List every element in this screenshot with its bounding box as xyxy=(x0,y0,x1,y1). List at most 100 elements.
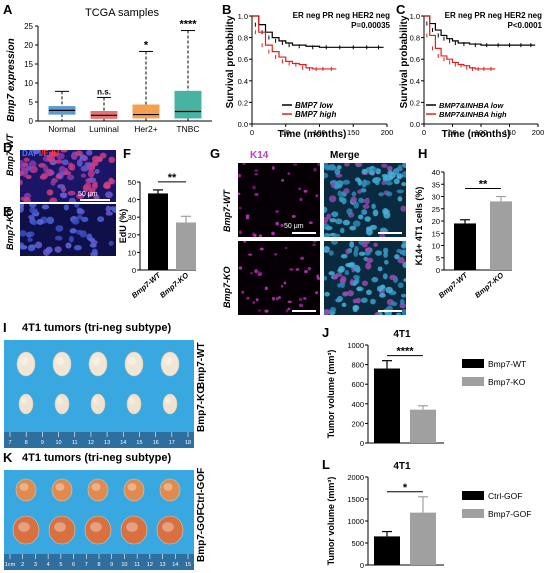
cell xyxy=(50,160,57,166)
cell xyxy=(91,248,98,256)
bar-0 xyxy=(374,368,400,443)
legend-label: Bmp7-KO xyxy=(488,377,526,387)
cell xyxy=(298,303,304,308)
cell xyxy=(54,246,62,253)
tumor xyxy=(51,478,73,502)
cell xyxy=(324,206,328,213)
cell xyxy=(326,213,332,220)
panel-i-row2: Bmp7-KO xyxy=(196,385,207,432)
cell xyxy=(331,211,339,218)
cell xyxy=(25,165,32,171)
cell xyxy=(396,173,403,179)
cell xyxy=(390,301,398,307)
tumor-highlight xyxy=(163,483,173,491)
ruler-label: 13 xyxy=(160,562,166,568)
cell xyxy=(378,192,384,197)
panel-b-pvalue: P=0.00035 xyxy=(351,21,390,30)
cell xyxy=(20,170,24,177)
cell xyxy=(20,179,23,186)
tumor-highlight xyxy=(126,522,138,532)
y-tick-label: 0.8 xyxy=(410,34,420,43)
cell xyxy=(371,203,376,210)
cell xyxy=(397,257,405,264)
ruler-label: 8 xyxy=(97,562,100,568)
cell xyxy=(284,246,288,250)
panel-label-a: A xyxy=(3,2,13,17)
cell xyxy=(370,298,376,305)
cell xyxy=(108,156,116,163)
cell xyxy=(371,276,379,283)
y-tick-label: 800 xyxy=(351,361,364,370)
cell xyxy=(337,190,343,197)
cell xyxy=(355,163,363,168)
cell xyxy=(259,247,264,251)
panel-c-header: ER neg PR neg HER2 neg xyxy=(445,11,542,20)
cell xyxy=(73,204,80,208)
cell xyxy=(245,215,250,220)
cell xyxy=(340,253,348,259)
cell xyxy=(299,197,303,202)
tumor xyxy=(48,515,76,545)
y-tick-label: 5 xyxy=(436,254,440,263)
cell xyxy=(254,169,259,172)
cell xyxy=(353,274,360,280)
ruler-label: 2 xyxy=(21,562,24,568)
cell xyxy=(376,285,383,292)
cell xyxy=(346,290,355,297)
cell xyxy=(29,204,37,209)
cell xyxy=(335,218,343,225)
panel-b-ylabel: Survival probability xyxy=(225,15,236,108)
cell xyxy=(361,280,368,287)
cell xyxy=(105,205,111,213)
ruler-label: 11 xyxy=(134,562,140,568)
ruler-label: 7 xyxy=(8,440,11,446)
cell xyxy=(343,188,350,194)
y-tick-label: 500 xyxy=(351,539,364,548)
cell xyxy=(365,167,373,173)
tumor xyxy=(52,351,72,377)
tumor-photo-gof: 1cm 2 3 4 5 6 7 8 9 10 11 12 13 14 15 xyxy=(4,470,194,570)
y-tick-label: 1.0 xyxy=(410,12,420,21)
cell xyxy=(335,272,343,277)
y-tick-label: 10 xyxy=(24,79,33,88)
legend-swatch xyxy=(462,377,484,386)
cell xyxy=(280,284,284,288)
cell xyxy=(324,233,330,237)
cell xyxy=(324,275,328,281)
panel-label-e: E xyxy=(3,204,12,219)
tumor xyxy=(160,351,180,377)
cell xyxy=(84,182,92,191)
ruler-label: 15 xyxy=(185,562,191,568)
panel-b-header: ER neg PR neg HER2 neg xyxy=(293,11,390,20)
x-tick-label: 0 xyxy=(422,128,426,137)
cell xyxy=(86,150,93,156)
cell xyxy=(315,194,319,198)
tumor xyxy=(90,393,106,415)
tumor-highlight xyxy=(20,397,28,405)
cell xyxy=(32,150,41,155)
significance: **** xyxy=(396,346,414,358)
cell xyxy=(382,273,388,280)
cell xyxy=(238,173,242,178)
y-tick-label: 20 xyxy=(24,41,33,50)
scale-bar xyxy=(292,310,316,312)
cell xyxy=(371,167,378,172)
tumor xyxy=(15,478,37,502)
tumor xyxy=(123,478,145,502)
cell xyxy=(55,174,62,179)
cell xyxy=(312,241,317,243)
cell xyxy=(80,165,89,172)
tumor-highlight xyxy=(90,522,102,532)
cell xyxy=(92,182,98,190)
cell xyxy=(68,235,74,243)
cell xyxy=(274,253,277,256)
cell xyxy=(254,173,258,176)
cell xyxy=(386,191,393,197)
cell xyxy=(29,244,37,249)
tumor xyxy=(84,515,112,545)
panel-c-pvalue: P<0.0001 xyxy=(508,21,543,30)
panel-c-legend-low: BMP7&INHBA low xyxy=(439,101,504,110)
cell xyxy=(396,248,403,254)
micrograph-dapi-edu-ko xyxy=(20,204,116,256)
